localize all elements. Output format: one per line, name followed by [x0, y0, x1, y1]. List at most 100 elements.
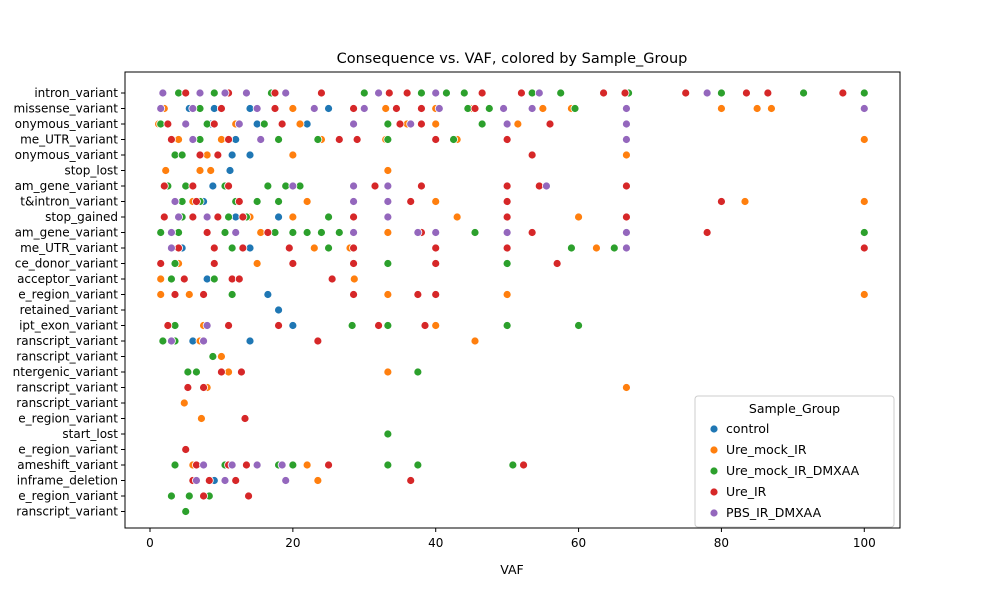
data-point — [702, 88, 712, 98]
data-point — [238, 243, 248, 253]
y-tick-label: e_region_variant — [18, 412, 118, 426]
data-point — [622, 135, 631, 144]
data-point — [225, 166, 235, 175]
data-point — [431, 290, 441, 299]
data-point — [281, 88, 291, 98]
data-point — [179, 398, 189, 408]
data-point — [224, 135, 233, 144]
y-tick-label: e_region_variant — [18, 489, 118, 503]
data-point — [859, 104, 869, 113]
data-point — [274, 197, 283, 206]
data-point — [288, 259, 298, 268]
data-point — [192, 367, 201, 377]
data-point — [288, 181, 298, 191]
data-point — [431, 259, 441, 268]
data-point — [417, 181, 426, 191]
data-point — [470, 336, 480, 346]
legend-marker — [709, 487, 719, 497]
data-point — [313, 476, 323, 485]
data-point — [383, 197, 393, 206]
data-point — [859, 135, 869, 144]
data-point — [192, 476, 201, 485]
data-point — [158, 336, 168, 346]
legend-marker — [709, 424, 719, 434]
data-point — [395, 119, 405, 129]
data-point — [374, 88, 383, 98]
data-point — [740, 197, 750, 206]
data-point — [156, 228, 166, 237]
y-tick-label: me_UTR_variant — [20, 133, 118, 147]
data-point — [274, 212, 283, 222]
data-point — [392, 104, 401, 113]
data-point — [574, 212, 583, 222]
data-point — [417, 88, 426, 98]
data-point — [349, 119, 358, 129]
data-point — [527, 150, 537, 160]
data-point — [470, 228, 480, 237]
data-point — [383, 321, 393, 330]
data-point — [545, 119, 555, 129]
y-tick-label: retained_variant — [20, 303, 119, 317]
x-tick-label: 100 — [853, 536, 876, 550]
data-point — [209, 119, 219, 129]
data-point — [383, 429, 393, 439]
data-point — [252, 259, 262, 268]
y-tick-label: t&intron_variant — [20, 195, 118, 209]
data-point — [242, 88, 251, 98]
data-point — [349, 212, 358, 222]
data-point — [317, 88, 326, 98]
data-point — [502, 259, 512, 268]
data-point — [237, 367, 246, 377]
data-point — [717, 88, 726, 98]
data-point — [224, 181, 233, 191]
data-point — [184, 491, 194, 501]
data-point — [302, 460, 312, 470]
data-point — [238, 212, 248, 222]
data-point — [383, 181, 393, 191]
y-tick-label: ameshift_variant — [17, 458, 118, 472]
chart-title: Consequence vs. VAF, colored by Sample_G… — [337, 51, 688, 67]
data-point — [181, 88, 191, 98]
data-point — [349, 104, 358, 113]
legend-marker — [709, 466, 719, 476]
data-point — [183, 367, 193, 377]
data-point — [556, 88, 566, 98]
data-point — [245, 150, 255, 160]
data-point — [167, 228, 176, 237]
data-point — [383, 367, 393, 377]
data-point — [259, 119, 269, 129]
data-point — [406, 476, 416, 485]
data-point — [163, 119, 173, 129]
data-point — [383, 119, 393, 129]
data-point — [431, 119, 441, 129]
data-point — [413, 228, 423, 237]
data-point — [449, 135, 458, 144]
data-point — [217, 367, 226, 377]
data-point — [434, 104, 444, 113]
data-point — [349, 197, 358, 206]
data-point — [220, 228, 230, 237]
data-point — [484, 104, 494, 113]
y-tick-label: start_lost — [62, 427, 118, 441]
data-point — [167, 135, 176, 144]
data-point — [252, 197, 262, 206]
legend-label: PBS_IR_DMXAA — [726, 505, 822, 520]
data-point — [508, 460, 518, 470]
data-point — [199, 383, 208, 392]
data-point — [431, 197, 441, 206]
data-point — [413, 460, 423, 470]
data-point — [477, 88, 487, 98]
data-point — [622, 150, 631, 160]
data-point — [170, 460, 180, 470]
legend-label: control — [726, 421, 769, 436]
data-point — [349, 259, 358, 268]
data-point — [161, 166, 171, 175]
data-point — [384, 88, 394, 98]
data-point — [349, 274, 359, 284]
data-point — [220, 88, 230, 98]
data-point — [622, 119, 631, 129]
data-point — [288, 228, 298, 237]
data-point — [170, 259, 180, 268]
y-tick-label: onymous_variant — [15, 117, 119, 131]
data-point — [324, 243, 333, 253]
